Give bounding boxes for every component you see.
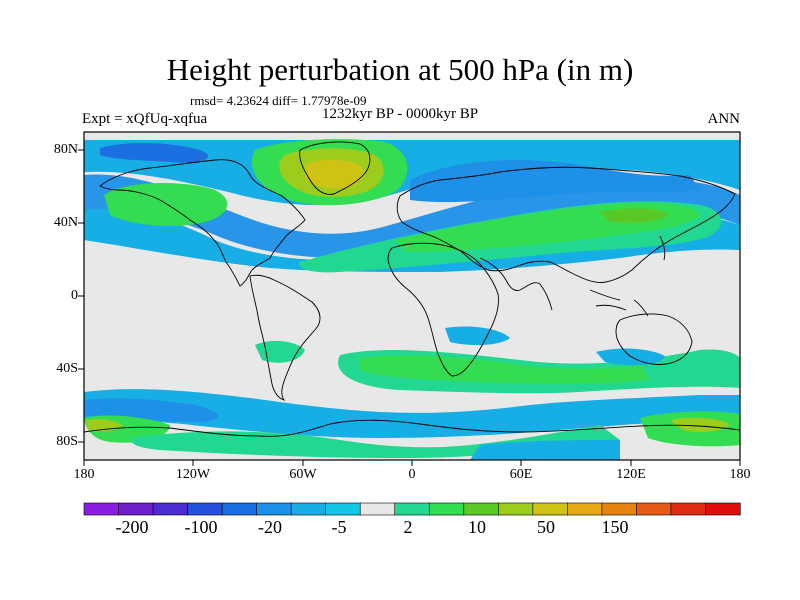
coast-eurasia (396, 166, 736, 283)
season-label: ANN (707, 111, 741, 127)
anomaly-pacific-green (104, 183, 228, 226)
colorbar-swatch (187, 502, 223, 516)
colorbar-swatch (532, 502, 568, 516)
colorbar-swatch (394, 502, 430, 516)
lat-label-80n: 80N (53, 142, 78, 157)
colorbar-label-minus-20: -20 (258, 517, 282, 537)
colorbar-label-minus-100: -100 (184, 517, 218, 537)
anomaly-antarctic-lime-right (670, 417, 730, 432)
lon-label-120e: 120E (616, 467, 646, 482)
anomaly-greenland-orange (305, 159, 364, 189)
colorbar-label-10: 10 (468, 517, 486, 537)
lon-label-120w: 120W (175, 467, 211, 482)
lat-label-40s: 40S (56, 361, 78, 376)
colorbar-label-50: 50 (537, 517, 555, 537)
coast-north-america (99, 159, 306, 287)
colorbar-swatch (118, 502, 154, 516)
coast-australia (615, 313, 693, 365)
lon-label-180w: 180 (73, 467, 95, 482)
colorbar-swatch (221, 502, 258, 516)
coast-arabia-india (479, 257, 553, 311)
lat-label-0: 0 (71, 288, 78, 303)
colorbar-swatch (636, 502, 672, 516)
colorbar-swatch (290, 502, 327, 516)
period-label: 1232kyr BP - 0000kyr BP (322, 106, 479, 122)
colorbar-swatch (428, 502, 465, 516)
anomaly-arctic-blue (410, 160, 700, 203)
colorbar-swatch (601, 502, 638, 516)
anomaly-pole-blue (100, 142, 209, 163)
colorbar-label-minus-5: -5 (331, 517, 347, 537)
colorbar-swatch (463, 502, 499, 516)
lon-label-60w: 60W (289, 467, 317, 482)
colorbar-swatch (256, 502, 292, 516)
coast-south-america (249, 274, 321, 401)
colorbar-swatch (705, 502, 741, 516)
anomaly-field (84, 139, 740, 460)
lon-label-180e: 180 (729, 467, 751, 482)
lat-label-80s: 80S (56, 434, 78, 449)
coast-indonesia (589, 289, 649, 317)
anomaly-io-blue (445, 326, 510, 346)
lat-label-40n: 40N (53, 215, 78, 230)
colorbar-label-150: 150 (601, 517, 629, 537)
anomaly-antarctic-cyan (470, 440, 620, 460)
anomaly-sh-green-band (360, 355, 650, 385)
colorbar-label-minus-200: -200 (115, 517, 149, 537)
anomaly-nh-blue (84, 174, 740, 259)
coast-greenland (299, 141, 371, 195)
lon-label-0: 0 (408, 467, 416, 482)
anomaly-eurasia-lime (600, 208, 668, 223)
colorbar-swatch (498, 502, 534, 516)
colorbar-swatch (567, 502, 603, 516)
coast-africa (387, 242, 499, 377)
coast-antarctica (84, 419, 740, 437)
colorbar-swatch (325, 502, 361, 516)
colorbar-label-2: 2 (403, 517, 413, 537)
coastlines (84, 141, 740, 437)
stats-text: rmsd= 4.23624 diff= 1.77978e-09 (190, 93, 367, 108)
experiment-label: Expt = xQfUq-xqfua (82, 111, 208, 127)
colorbar (83, 502, 741, 516)
anomaly-sh-mid-blue (84, 389, 740, 438)
coast-japan (659, 235, 666, 261)
ticks (78, 149, 741, 466)
colorbar-swatch (359, 502, 396, 516)
anomaly-aus-blue (596, 348, 665, 366)
colorbar-swatch (670, 502, 707, 516)
anomaly-sa-green (255, 340, 305, 363)
anomaly-arctic-cyan (84, 140, 740, 206)
plot-title: Height perturbation at 500 hPa (in m) (166, 52, 634, 87)
colorbar-swatch (83, 502, 120, 516)
colorbar-swatch (152, 502, 189, 516)
lon-label-60e: 60E (509, 467, 533, 482)
